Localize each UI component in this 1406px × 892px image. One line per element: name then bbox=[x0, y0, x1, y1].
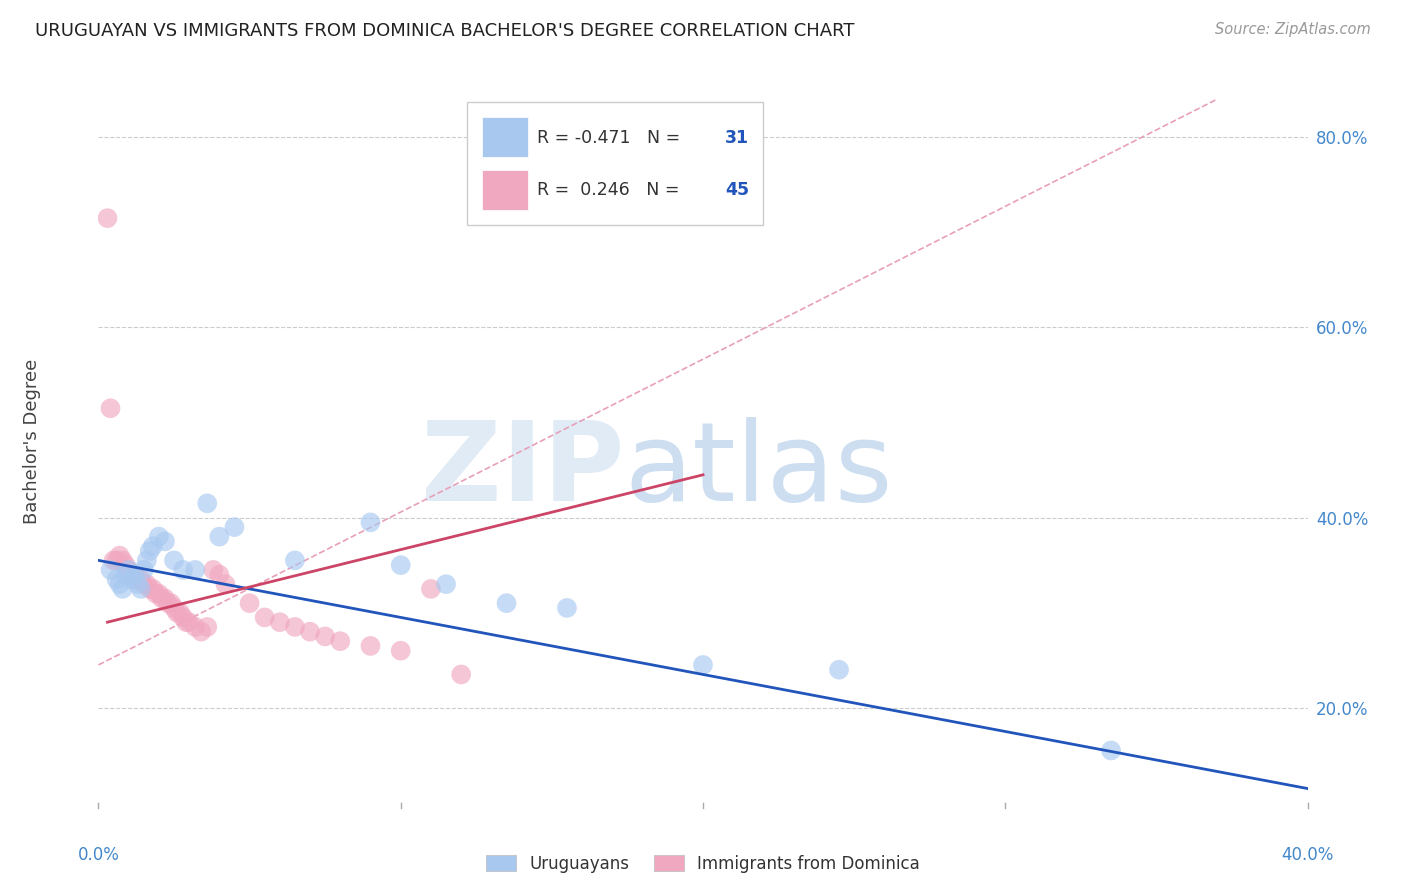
Text: 31: 31 bbox=[724, 128, 749, 146]
Point bbox=[121, 567, 143, 582]
Text: R = -0.471   N =: R = -0.471 N = bbox=[537, 128, 686, 146]
Point bbox=[135, 553, 157, 567]
Point bbox=[329, 634, 352, 648]
Point bbox=[132, 577, 155, 591]
Point bbox=[195, 496, 218, 510]
Point bbox=[139, 544, 162, 558]
Point bbox=[434, 577, 457, 591]
Point bbox=[179, 615, 201, 630]
Point bbox=[132, 563, 155, 577]
Point bbox=[121, 573, 143, 587]
Point bbox=[114, 567, 136, 582]
Point bbox=[156, 596, 179, 610]
Point bbox=[360, 516, 382, 530]
Point bbox=[495, 596, 517, 610]
Point bbox=[389, 643, 412, 657]
Point bbox=[127, 577, 149, 591]
Text: 40.0%: 40.0% bbox=[1281, 846, 1334, 863]
Point bbox=[172, 610, 194, 624]
Text: URUGUAYAN VS IMMIGRANTS FROM DOMINICA BACHELOR'S DEGREE CORRELATION CHART: URUGUAYAN VS IMMIGRANTS FROM DOMINICA BA… bbox=[35, 22, 855, 40]
Point bbox=[1099, 743, 1122, 757]
Point bbox=[284, 553, 307, 567]
Point bbox=[202, 563, 225, 577]
Point bbox=[555, 601, 578, 615]
Point bbox=[314, 629, 336, 643]
Point bbox=[124, 567, 146, 582]
Point bbox=[118, 563, 141, 577]
Point bbox=[153, 534, 176, 549]
Point bbox=[166, 606, 188, 620]
Point bbox=[184, 563, 207, 577]
Point bbox=[100, 401, 122, 416]
Point bbox=[360, 639, 382, 653]
Point bbox=[420, 582, 443, 596]
Point bbox=[208, 530, 231, 544]
Point bbox=[150, 591, 173, 606]
Point bbox=[214, 577, 236, 591]
Point bbox=[450, 667, 472, 681]
Text: Source: ZipAtlas.com: Source: ZipAtlas.com bbox=[1215, 22, 1371, 37]
Point bbox=[127, 573, 149, 587]
Point bbox=[224, 520, 246, 534]
Point bbox=[148, 530, 170, 544]
Point bbox=[172, 563, 194, 577]
Point bbox=[111, 582, 134, 596]
Text: 45: 45 bbox=[724, 181, 749, 200]
Point bbox=[105, 573, 128, 587]
Text: Bachelor's Degree: Bachelor's Degree bbox=[22, 359, 41, 524]
Point bbox=[108, 549, 131, 563]
Point bbox=[828, 663, 851, 677]
Point bbox=[105, 553, 128, 567]
Point bbox=[284, 620, 307, 634]
Point bbox=[129, 582, 152, 596]
Point bbox=[114, 558, 136, 573]
Point bbox=[124, 567, 146, 582]
Point bbox=[174, 615, 197, 630]
Point bbox=[299, 624, 322, 639]
Point bbox=[269, 615, 291, 630]
Point bbox=[142, 582, 165, 596]
FancyBboxPatch shape bbox=[467, 102, 763, 225]
Point bbox=[96, 211, 118, 226]
Point bbox=[145, 587, 167, 601]
Point bbox=[142, 539, 165, 553]
Point bbox=[169, 606, 191, 620]
FancyBboxPatch shape bbox=[482, 169, 527, 210]
Point bbox=[253, 610, 276, 624]
Text: atlas: atlas bbox=[624, 417, 893, 524]
Point bbox=[389, 558, 412, 573]
Point bbox=[129, 573, 152, 587]
Point bbox=[100, 563, 122, 577]
Legend: Uruguayans, Immigrants from Dominica: Uruguayans, Immigrants from Dominica bbox=[479, 848, 927, 880]
Point bbox=[163, 601, 186, 615]
Point bbox=[195, 620, 218, 634]
Point bbox=[103, 553, 125, 567]
Text: R =  0.246   N =: R = 0.246 N = bbox=[537, 181, 685, 200]
Point bbox=[148, 587, 170, 601]
Text: 0.0%: 0.0% bbox=[77, 846, 120, 863]
Point bbox=[208, 567, 231, 582]
Point bbox=[108, 577, 131, 591]
Point bbox=[139, 582, 162, 596]
Point bbox=[118, 563, 141, 577]
Point bbox=[160, 596, 183, 610]
Point bbox=[111, 553, 134, 567]
Point bbox=[153, 591, 176, 606]
Point bbox=[135, 577, 157, 591]
Point bbox=[190, 624, 212, 639]
Point bbox=[239, 596, 262, 610]
Point bbox=[184, 620, 207, 634]
FancyBboxPatch shape bbox=[482, 117, 527, 157]
Point bbox=[163, 553, 186, 567]
Text: ZIP: ZIP bbox=[420, 417, 624, 524]
Point bbox=[692, 657, 714, 672]
